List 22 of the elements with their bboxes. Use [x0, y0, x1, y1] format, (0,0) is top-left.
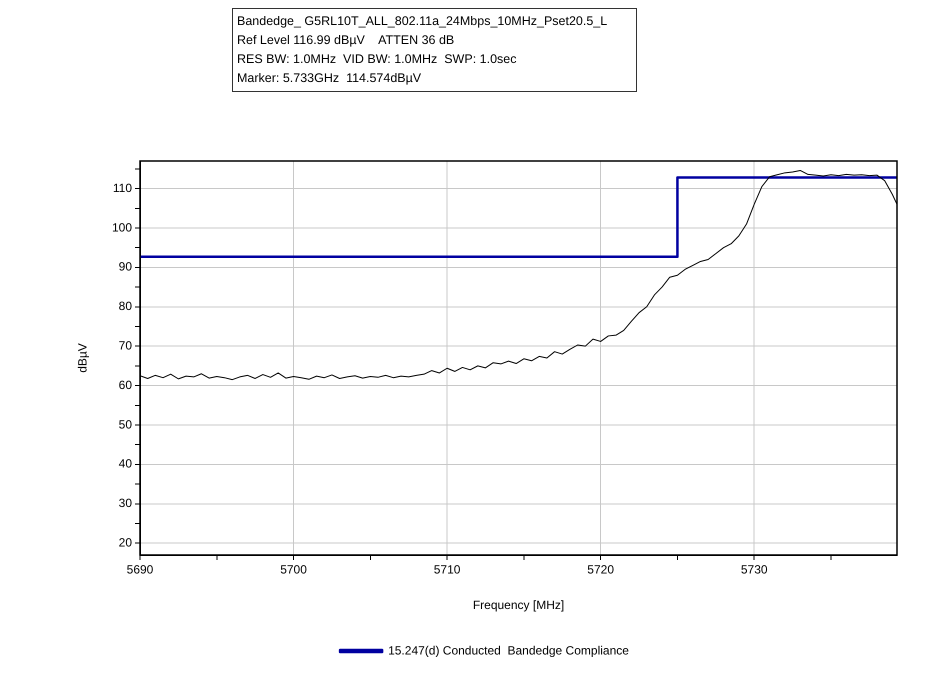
y-tick-label: 80: [118, 299, 132, 314]
y-tick-label: 40: [118, 456, 132, 471]
y-tick-label: 50: [118, 417, 132, 432]
y-tick-label: 90: [118, 260, 132, 274]
x-tick-label: 5700: [280, 562, 308, 577]
legend-label: 15.247(d) Conducted Bandedge Compliance: [388, 643, 630, 658]
text: Ref Level 116.99 dBµV ATTEN 36 dB: [237, 32, 456, 49]
y-tick-label: 110: [112, 180, 132, 195]
x-tick-label: 5730: [740, 562, 768, 577]
y-tick-label: 30: [118, 496, 132, 510]
x-axis-title: Frequency [MHz]: [472, 598, 564, 612]
y-tick-label: 70: [118, 338, 132, 352]
chart-title: Bandedge_ G5RL10T_ALL_802.11a_24Mbps_10MHz_Pset20.5_L: [237, 13, 608, 30]
y-tick-label: 60: [118, 378, 132, 392]
y-tick-label: 100: [112, 220, 132, 234]
x-tick-label: 5720: [587, 562, 614, 577]
text: RES BW: 1.0MHz VID BW: 1.0MHz SWP: 1.0sec: [237, 51, 518, 68]
x-tick-label: 5690: [126, 562, 154, 577]
y-axis-title: dBµV: [76, 343, 90, 373]
x-tick-label: 5710: [434, 562, 461, 577]
text: Marker: 5.733GHz 114.574dBµV: [237, 70, 422, 87]
y-tick-label: 20: [118, 535, 132, 550]
